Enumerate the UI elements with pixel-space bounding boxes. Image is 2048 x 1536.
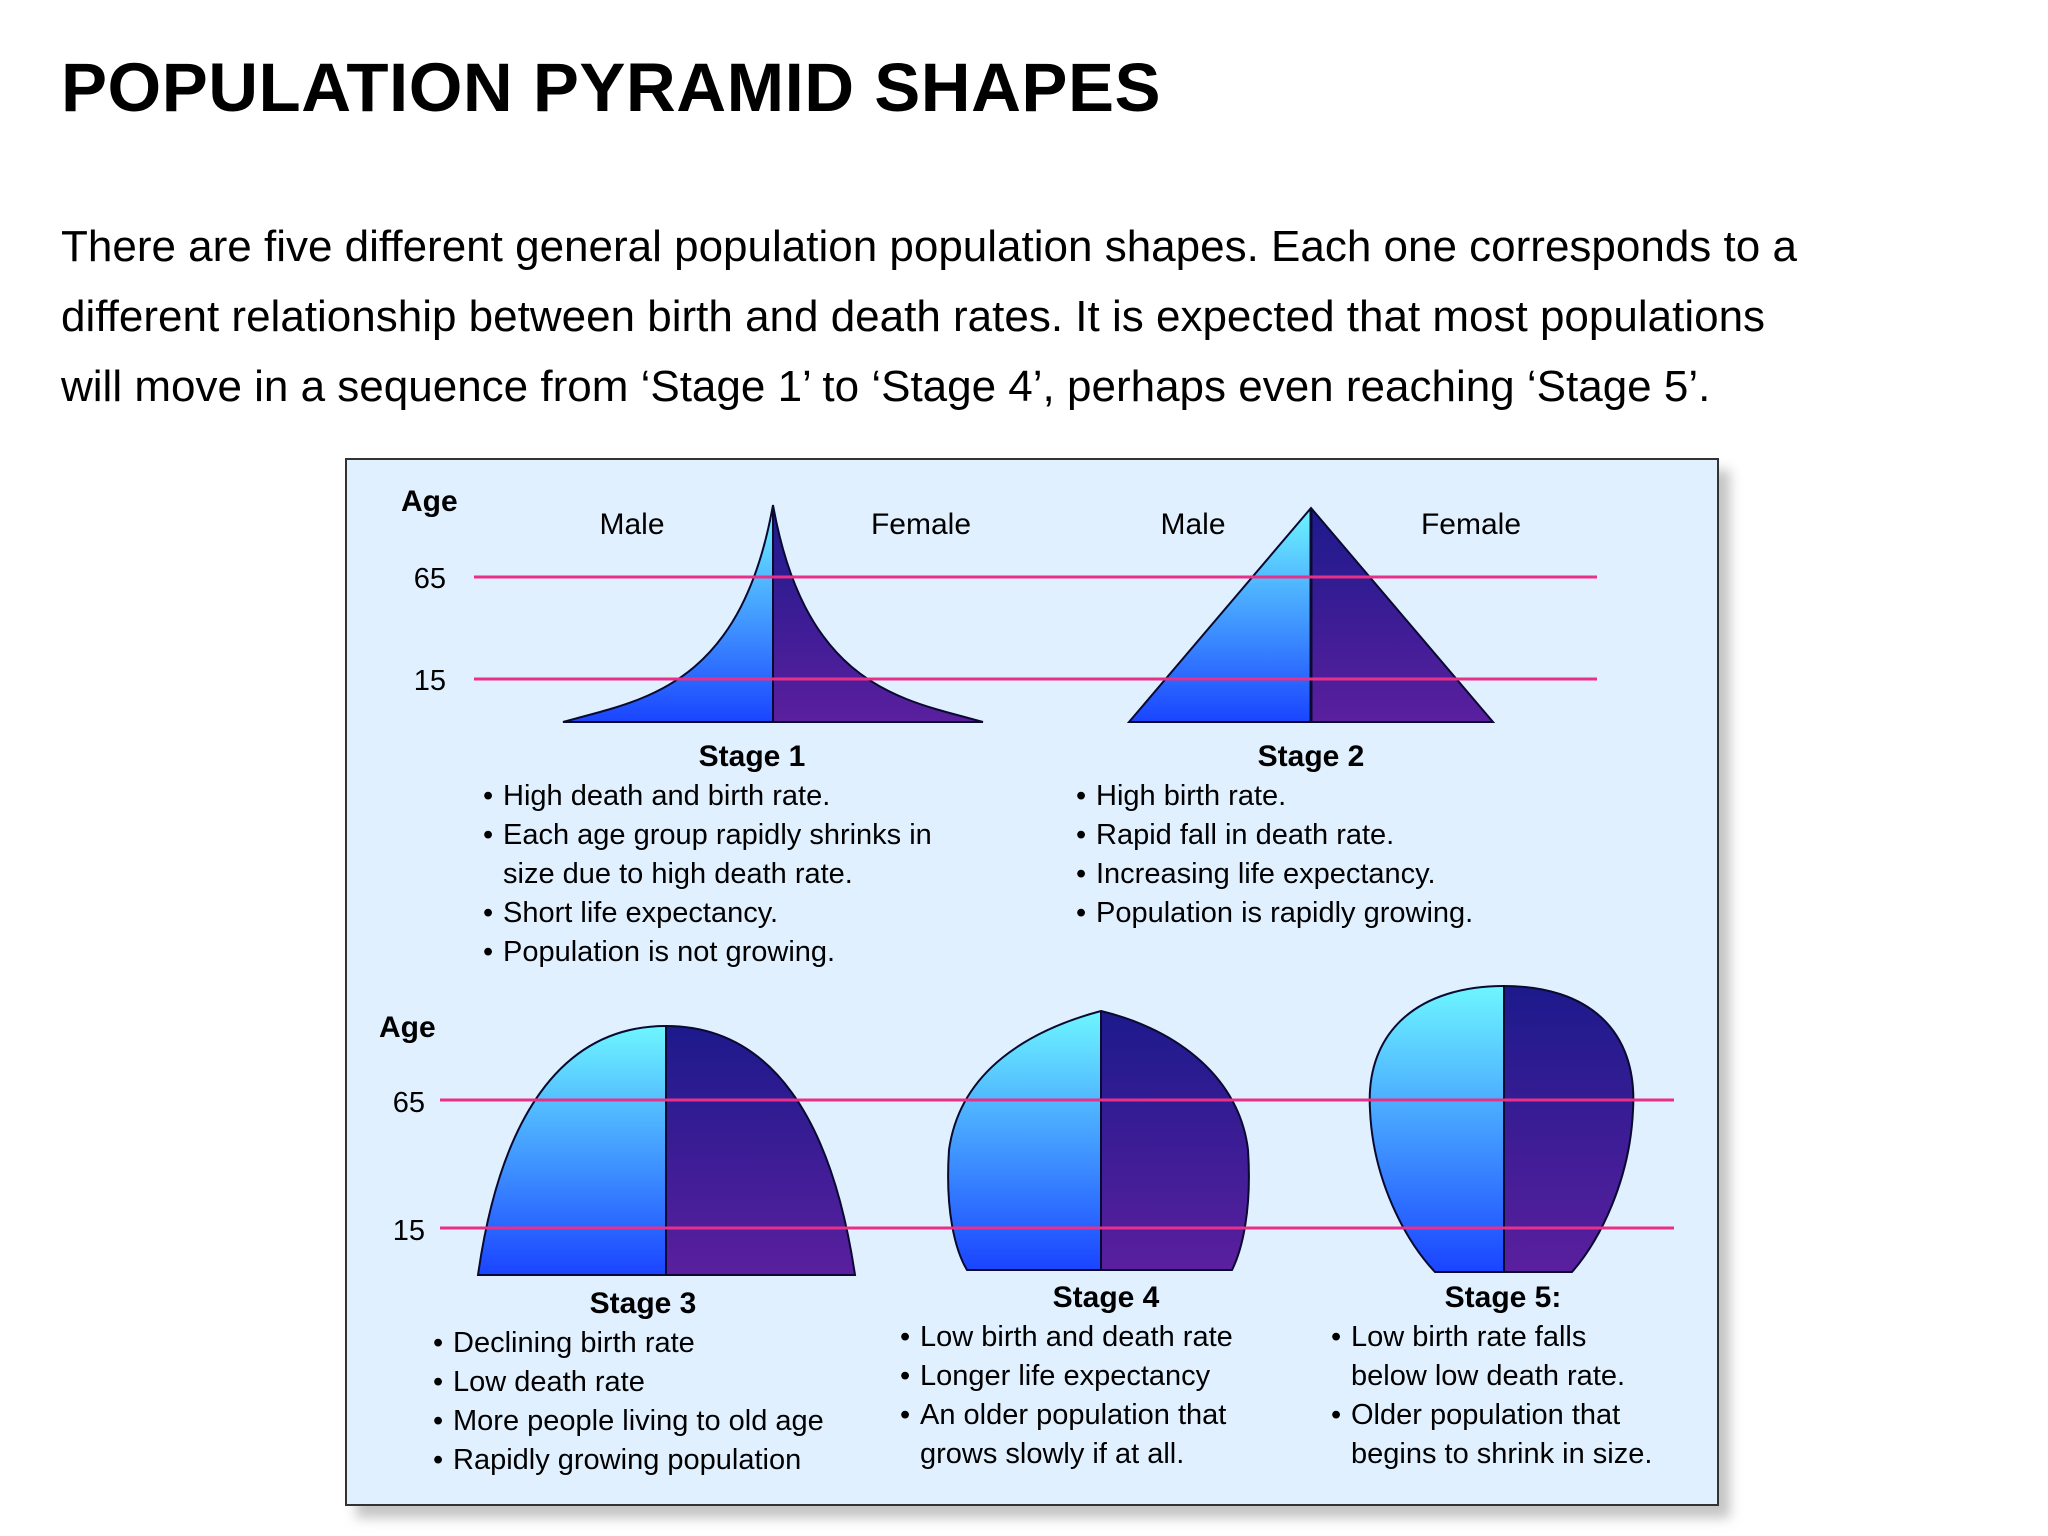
bullet-mark: •	[433, 1327, 443, 1359]
stage4-bullet-1: Low birth and death rate	[920, 1321, 1233, 1353]
stage4-male-half	[948, 1011, 1101, 1270]
bullet-mark: •	[900, 1321, 910, 1353]
age-axis-label-top: Age	[401, 485, 458, 518]
stage2-bullet-1: High birth rate.	[1096, 780, 1286, 812]
stage1-bullet-1: High death and birth rate.	[503, 780, 830, 812]
stage5-title: Stage 5:	[1445, 1281, 1562, 1314]
bullet-mark: •	[1331, 1399, 1341, 1431]
stage5-pyramid	[1368, 984, 1635, 1273]
bullet-mark: •	[1331, 1321, 1341, 1353]
female-label-stage2: Female	[1421, 508, 1521, 541]
stage4-bullet-3-cont: grows slowly if at all.	[920, 1438, 1184, 1470]
bullet-mark: •	[433, 1444, 443, 1476]
stage1-bullets: • High death and birth rate. • Each age …	[483, 780, 932, 968]
stage5-bullet-2-cont: begins to shrink in size.	[1351, 1438, 1652, 1470]
stage3-male-half	[478, 1026, 666, 1275]
stage3-bullets: • Declining birth rate • Low death rate …	[433, 1327, 824, 1476]
bullet-mark: •	[1076, 897, 1086, 929]
bullet-mark: •	[483, 780, 493, 812]
age-axis-label-bottom: Age	[379, 1011, 436, 1044]
stage3-bullet-2: Low death rate	[453, 1366, 645, 1398]
intro-paragraph: There are five different general populat…	[61, 212, 2021, 422]
male-label-stage2: Male	[1160, 508, 1225, 541]
age-mark-15-top: 15	[414, 665, 446, 697]
bullet-mark: •	[900, 1360, 910, 1392]
stage4-bullet-3: An older population that	[920, 1399, 1226, 1431]
stage3-female-half	[666, 1026, 855, 1275]
stage5-bullets: • Low birth rate falls below low death r…	[1331, 1321, 1652, 1470]
stage2-bullets: • High birth rate. • Rapid fall in death…	[1076, 780, 1473, 929]
bullet-mark: •	[1076, 780, 1086, 812]
age-mark-15-bottom: 15	[393, 1215, 425, 1247]
stage2-bullet-2: Rapid fall in death rate.	[1096, 819, 1394, 851]
bullet-mark: •	[483, 897, 493, 929]
stage2-bullet-4: Population is rapidly growing.	[1096, 897, 1473, 929]
bullet-mark: •	[1076, 819, 1086, 851]
bullet-mark: •	[1076, 858, 1086, 890]
bullet-mark: •	[483, 936, 493, 968]
female-label-stage1: Female	[871, 508, 971, 541]
page-title: POPULATION PYRAMID SHAPES	[61, 49, 1161, 126]
intro-line: different relationship between birth and…	[61, 292, 1766, 341]
stage5-male-half	[1369, 986, 1504, 1272]
stage3-bullet-4: Rapidly growing population	[453, 1444, 801, 1476]
intro-line: will move in a sequence from ‘Stage 1’ t…	[61, 362, 1711, 411]
bullet-mark: •	[483, 819, 493, 851]
stage1-bullet-3: Short life expectancy.	[503, 897, 778, 929]
intro-line: There are five different general populat…	[61, 222, 1797, 271]
stage3-bullet-3: More people living to old age	[453, 1405, 824, 1437]
diagram-panel	[345, 458, 1719, 1506]
stage4-outline	[947, 1009, 1250, 1271]
stage3-pyramid	[476, 1024, 857, 1276]
stage4-pyramid	[947, 1009, 1250, 1271]
stage1-bullet-2: Each age group rapidly shrinks in	[503, 819, 932, 851]
stage1-female-half	[773, 505, 983, 722]
stage2-pyramid	[1126, 506, 1496, 723]
bullet-mark: •	[433, 1366, 443, 1398]
bullet-mark: •	[900, 1399, 910, 1431]
stage5-bullet-1-cont: below low death rate.	[1351, 1360, 1625, 1392]
age-mark-65-top: 65	[414, 563, 446, 595]
stage2-bullet-3: Increasing life expectancy.	[1096, 858, 1436, 890]
stage1-male-half	[563, 505, 773, 722]
stage3-bullet-1: Declining birth rate	[453, 1327, 695, 1359]
stage5-bullet-1: Low birth rate falls	[1351, 1321, 1586, 1353]
stage4-title: Stage 4	[1053, 1281, 1160, 1314]
stage2-title: Stage 2	[1258, 740, 1365, 773]
male-label-stage1: Male	[599, 508, 664, 541]
stage5-bullet-2: Older population that	[1351, 1399, 1620, 1431]
stage5-female-half	[1504, 986, 1634, 1272]
bullet-mark: •	[433, 1405, 443, 1437]
stage4-bullets: • Low birth and death rate • Longer life…	[900, 1321, 1233, 1470]
stage1-bullet-4: Population is not growing.	[503, 936, 835, 968]
stage4-female-half	[1101, 1011, 1249, 1270]
stage4-bullet-2: Longer life expectancy	[920, 1360, 1211, 1392]
stage1-pyramid	[562, 504, 984, 723]
stage1-title: Stage 1	[699, 740, 806, 773]
stage1-bullet-2-cont: size due to high death rate.	[503, 858, 853, 890]
age-mark-65-bottom: 65	[393, 1087, 425, 1119]
stage3-title: Stage 3	[590, 1287, 697, 1320]
